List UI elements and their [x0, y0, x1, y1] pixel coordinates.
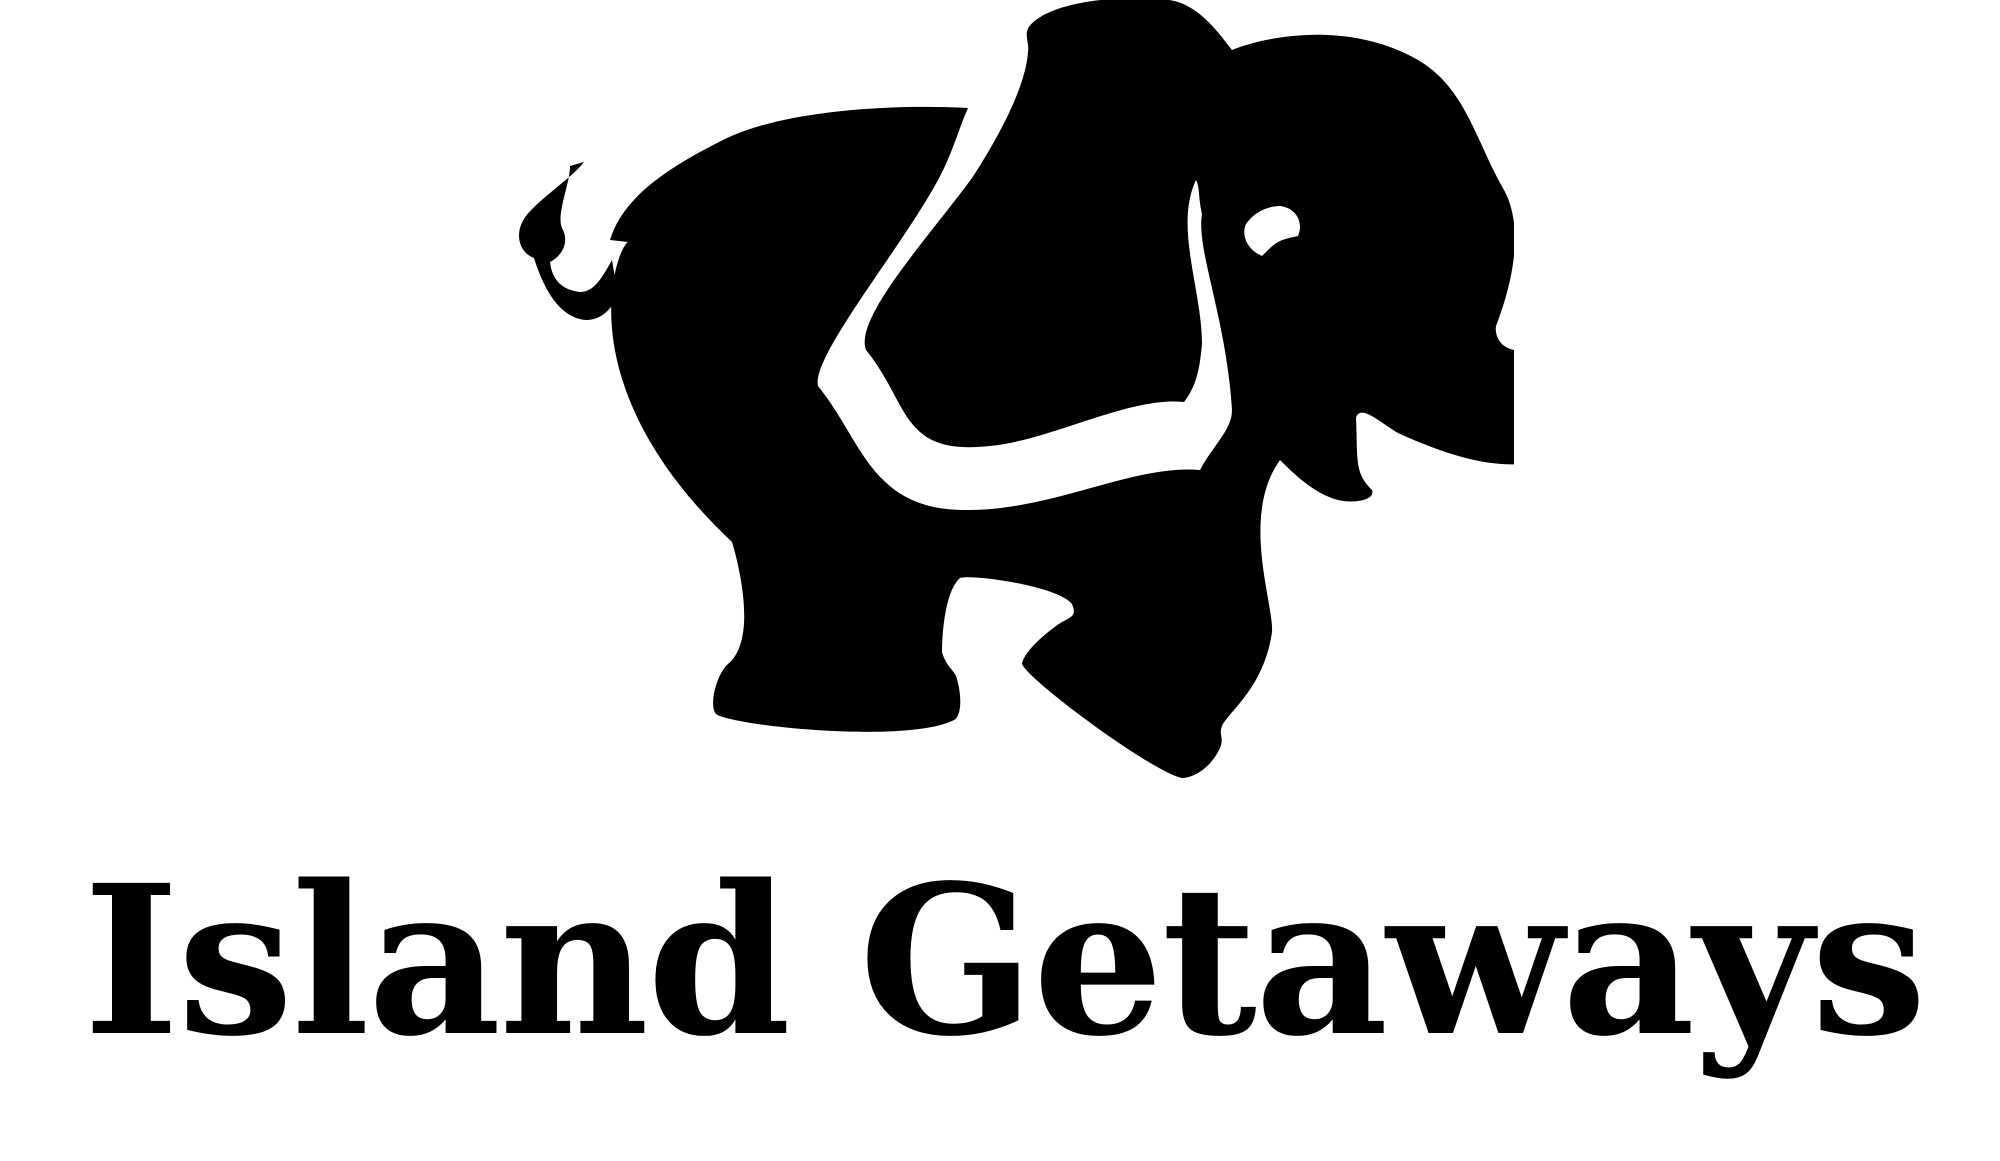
brand-wordmark: Island Getaways — [83, 840, 1927, 1082]
elephant-graphic — [519, 0, 1514, 778]
elephant-tail — [519, 162, 618, 320]
elephant-eye — [1244, 206, 1300, 256]
elephant-body — [610, 0, 1514, 778]
elephant-icon — [462, 0, 1514, 800]
brand-wordmark-container: Island Getaways — [0, 858, 2000, 1118]
